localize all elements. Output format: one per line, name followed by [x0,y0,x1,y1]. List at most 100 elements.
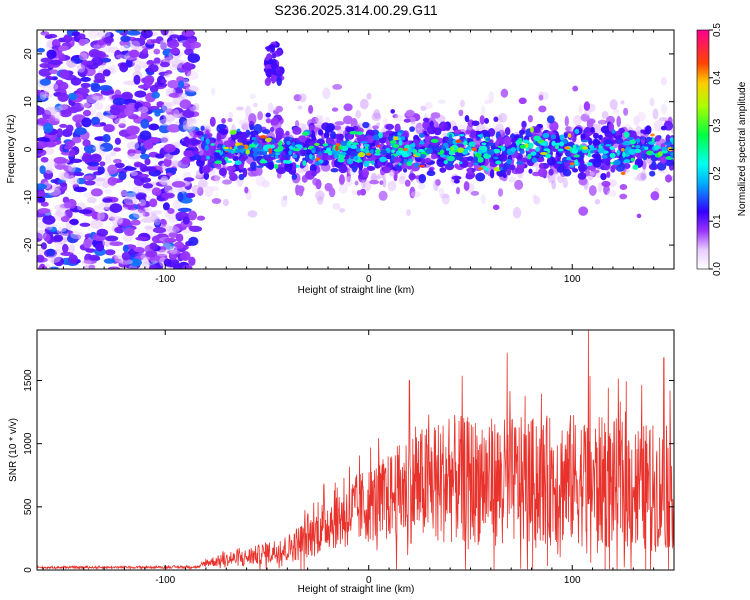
heatmap-cell [623,131,630,138]
x-tick-label: 100 [564,575,581,586]
heatmap-cell [322,143,329,147]
heatmap-cell [103,110,112,117]
heatmap-cell [597,147,605,154]
heatmap-cell [481,167,490,170]
heatmap-cell [204,144,209,151]
heatmap-cell [46,49,57,60]
heatmap-cell [110,151,117,157]
heatmap-cell [163,113,176,122]
heatmap-cell [623,107,629,116]
heatmap-cell [488,91,494,104]
heatmap-cell [161,192,175,199]
heatmap-cell [264,64,273,70]
heatmap-cell [284,160,292,164]
colorbar-label: Normalized spectral amplitude [737,81,748,216]
heatmap-cell [270,117,280,126]
heatmap-cell [53,156,67,164]
heatmap-cell [222,198,229,207]
heatmap-cell [437,152,443,155]
heatmap-cell [610,165,616,173]
heatmap-cell [435,179,441,186]
heatmap-cell [107,164,118,175]
heatmap-cell [70,231,84,240]
heatmap-cell [385,123,395,131]
heatmap-cell [333,153,339,159]
heatmap-cell [463,140,468,146]
heatmap-cell [605,143,612,147]
heatmap-cell [619,193,628,200]
heatmap-cell [295,120,300,128]
heatmap-cell [405,109,415,117]
heatmap-cell [69,167,82,173]
heatmap-cell [481,105,486,116]
heatmap-cell [335,145,339,152]
heatmap-cell [293,94,302,102]
heatmap-cell [359,188,367,196]
heatmap-cell [533,126,541,134]
heatmap-cell [613,159,622,166]
heatmap-cell [167,79,180,89]
heatmap-cell [248,143,257,148]
heatmap-cell [251,136,257,141]
heatmap-cell [258,143,263,150]
heatmap-cell [578,150,585,160]
heatmap-cell [657,151,663,157]
heatmap-cell [392,144,400,148]
heatmap-cell [104,235,119,242]
heatmap-cell [142,211,150,217]
heatmap-cell [168,92,182,98]
heatmap-cell [286,140,291,145]
heatmap-cell [577,172,587,180]
heatmap-cell [664,141,673,146]
heatmap-cell [467,119,475,127]
heatmap-cell [649,97,655,107]
heatmap-cell [315,190,325,201]
heatmap-cell [53,234,64,242]
heatmap-cell [120,189,128,198]
heatmap-cell [259,159,268,164]
heatmap-cell [449,146,455,151]
heatmap-cell [398,139,403,146]
heatmap-cell [88,30,99,39]
colorbar-tick-label: 0.4 [712,70,723,84]
heatmap-cell [119,189,128,197]
heatmap-cell [350,144,358,150]
heatmap-cell [141,48,149,55]
heatmap-cell [92,95,106,101]
heatmap-cell [113,147,122,152]
heatmap-cell [371,160,375,166]
heatmap-cell [455,139,462,144]
heatmap-cell [114,162,125,169]
heatmap-cell [496,114,503,125]
heatmap-cell [269,126,275,133]
heatmap-cell [357,152,366,158]
heatmap-cell [377,144,381,148]
heatmap-cell [546,115,555,124]
heatmap-cell [49,69,59,75]
heatmap-cell [489,169,495,179]
heatmap-cell [478,146,486,151]
heatmap-cell [247,210,258,218]
heatmap-cell [191,139,202,145]
heatmap-cell [359,148,365,152]
heatmap-cell [590,150,595,154]
heatmap-cell [378,132,383,139]
heatmap-cell [282,195,288,201]
heatmap-cell [408,173,416,181]
heatmap-cell [257,111,263,121]
heatmap-cell [54,106,63,112]
heatmap-cell [362,121,370,129]
heatmap-cell [397,132,402,136]
heatmap-cell [145,195,152,201]
heatmap-cell [123,196,138,206]
heatmap-cell [535,146,540,152]
heatmap-cell [102,69,111,77]
x-tick-label: -100 [155,575,175,586]
heatmap-cell [616,149,621,156]
heatmap-cell [538,163,545,169]
heatmap-cell [81,117,92,128]
heatmap-cell [319,114,324,127]
heatmap-cell [398,162,402,166]
heatmap-cell [203,172,210,180]
heatmap-cell [297,186,304,197]
